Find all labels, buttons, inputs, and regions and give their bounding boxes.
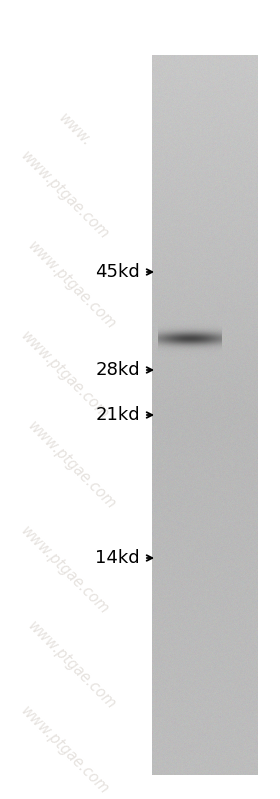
Text: www.ptgae.com: www.ptgae.com bbox=[18, 148, 112, 242]
Text: www.ptgae.com: www.ptgae.com bbox=[25, 238, 119, 332]
Text: 14kd: 14kd bbox=[95, 549, 140, 567]
Text: www.ptgae.com: www.ptgae.com bbox=[18, 328, 112, 422]
Text: 28kd: 28kd bbox=[95, 361, 140, 379]
Text: 45kd: 45kd bbox=[95, 263, 140, 281]
Text: www.ptgae.com: www.ptgae.com bbox=[25, 618, 119, 712]
Text: www.ptgae.com: www.ptgae.com bbox=[25, 418, 119, 512]
Text: www.ptgae.com: www.ptgae.com bbox=[18, 703, 112, 797]
Text: www.: www. bbox=[56, 110, 94, 149]
Text: www.ptgae.com: www.ptgae.com bbox=[18, 523, 112, 617]
Text: 21kd: 21kd bbox=[95, 406, 140, 424]
